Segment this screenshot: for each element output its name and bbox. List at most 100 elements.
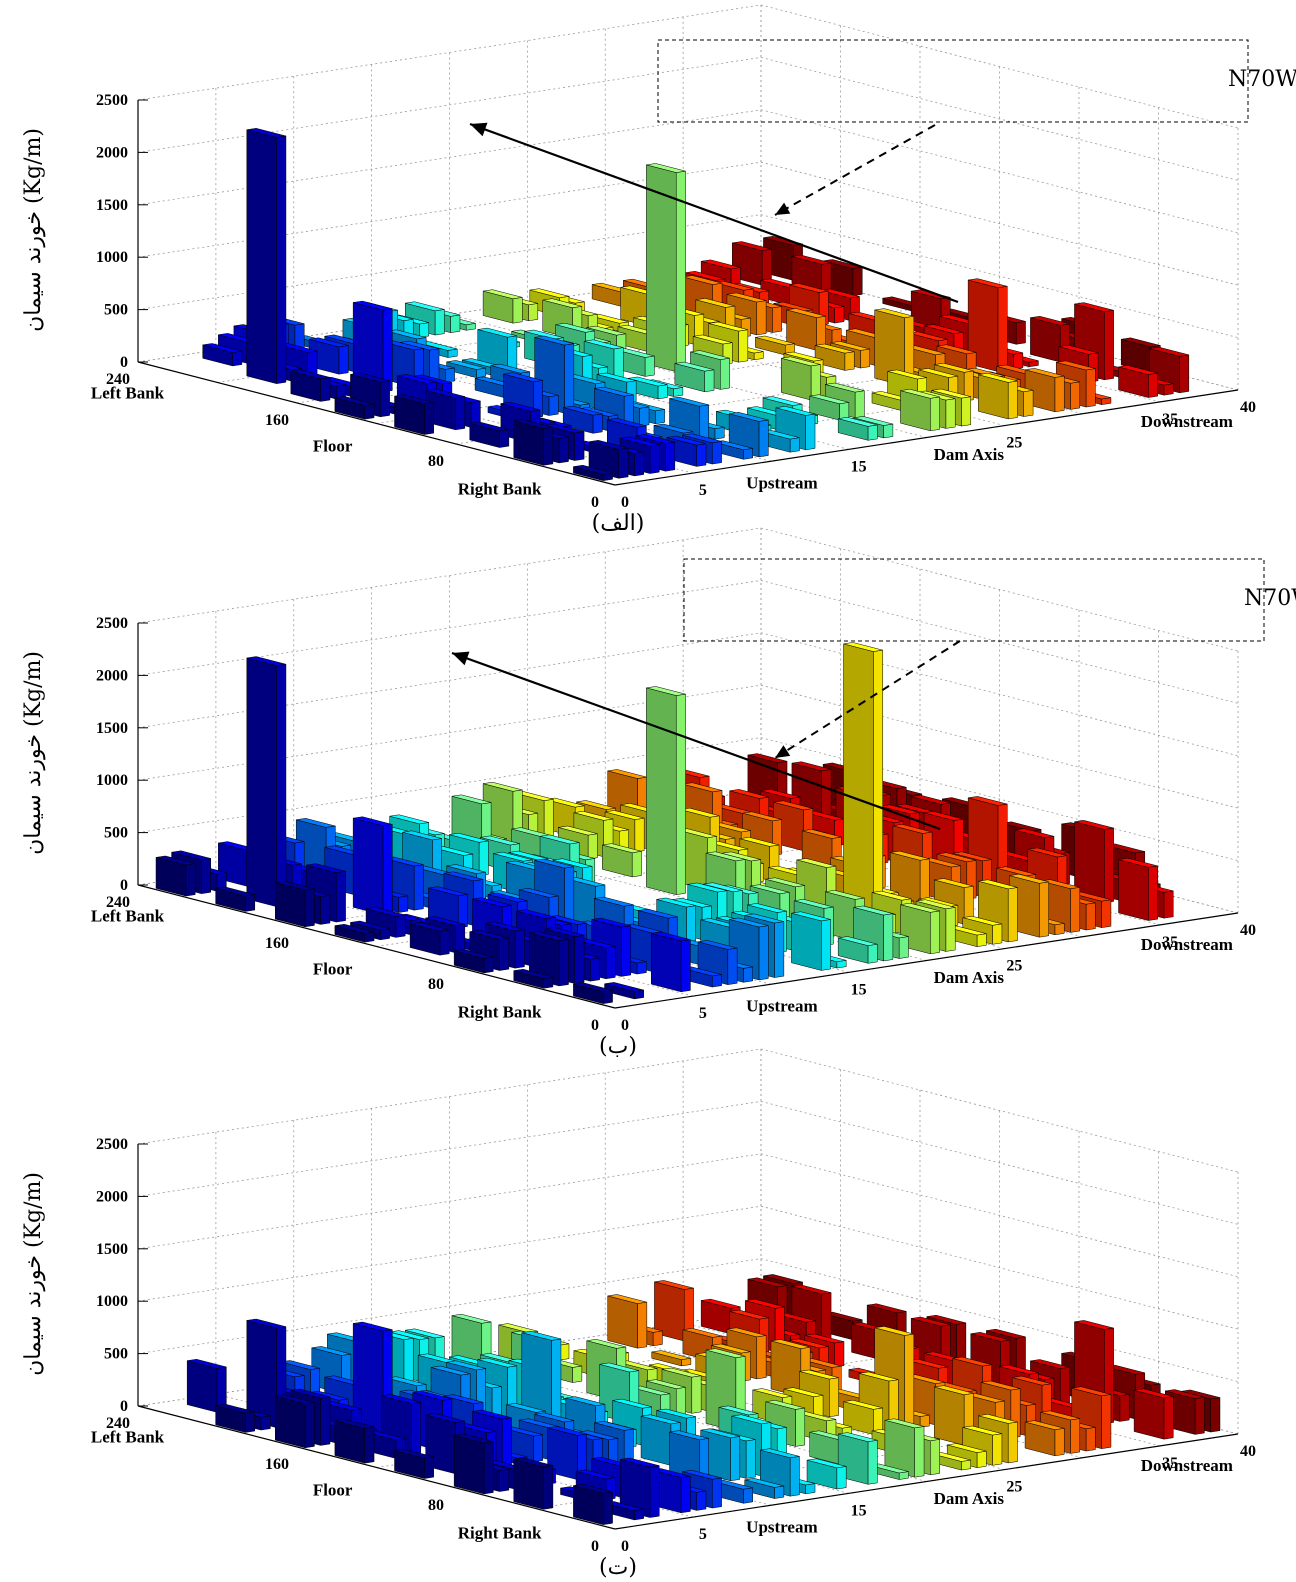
bar-top (921, 857, 961, 868)
bar (852, 266, 863, 297)
bar-top (477, 1357, 517, 1368)
z-tick-label: 2500 (96, 1136, 128, 1153)
bar-top (1030, 315, 1070, 326)
bar (320, 1396, 331, 1446)
bar-top (701, 259, 741, 270)
bar-top (402, 830, 442, 841)
bar-top (451, 794, 492, 805)
bar-top (1030, 1359, 1070, 1369)
annotation-text: افزایش تقریباً پیوسته خورند در راستای(N7… (1228, 62, 1296, 92)
bar-top (384, 856, 424, 867)
grid-line (137, 632, 762, 729)
bars (202, 128, 1190, 482)
bar-top (711, 1343, 751, 1354)
bar-top (682, 966, 722, 977)
bar (439, 929, 450, 956)
bar-top (783, 351, 824, 362)
bar (745, 1439, 756, 1479)
x-tick-label: 5 (699, 1005, 707, 1022)
annotation-box (683, 558, 1265, 642)
bar-top (412, 1390, 452, 1401)
bar-top (1121, 337, 1161, 348)
bar (1101, 1394, 1112, 1449)
bar-top (718, 1405, 759, 1416)
bar (1210, 1397, 1221, 1433)
y-tick-label: 0 (591, 1017, 599, 1034)
grid-line (760, 57, 1239, 181)
bar-top (1118, 857, 1158, 868)
bar (1104, 309, 1114, 381)
bar-top (729, 1309, 769, 1320)
bar-top (747, 1277, 788, 1288)
z-tick-label: 0 (120, 1398, 128, 1415)
bar (533, 1434, 543, 1463)
x-region-label: Dam Axis (934, 968, 1005, 987)
bar-top (604, 982, 644, 992)
grid-line (137, 1153, 762, 1250)
bar-top (690, 350, 730, 360)
x-tick-label: 40 (1240, 399, 1256, 416)
bar-top (469, 930, 509, 940)
z-tick-label: 500 (104, 302, 128, 319)
bar-top (978, 879, 1018, 890)
bar-top (669, 1430, 709, 1440)
bar (320, 894, 331, 925)
x-tick-label: 15 (851, 458, 867, 475)
bar-top (760, 1448, 800, 1459)
bar (592, 413, 603, 434)
x-tick-label: 0 (621, 1017, 629, 1034)
bar (335, 870, 346, 923)
bar-top (830, 341, 870, 351)
bar-top (578, 1430, 618, 1440)
bar (836, 1466, 847, 1490)
bar-top (770, 1339, 811, 1349)
x-tick-label: 15 (851, 1502, 867, 1519)
bar-top (799, 1369, 839, 1380)
trend-arrow (469, 122, 959, 304)
bar-top (594, 386, 634, 397)
bar (398, 895, 409, 913)
x-region-label: Downstream (1141, 935, 1233, 954)
bar (543, 426, 554, 466)
bar (364, 403, 375, 420)
bar (691, 1375, 702, 1414)
bar (1023, 389, 1034, 417)
bar (245, 1411, 256, 1433)
bar-top (804, 810, 845, 821)
bar-top (796, 1411, 837, 1422)
bar (338, 345, 349, 375)
bar-top (970, 1332, 1011, 1342)
bar-top (646, 686, 686, 696)
y-region-label: Right Bank (458, 479, 542, 498)
x-tick-label: 40 (1240, 1443, 1256, 1460)
bar (514, 929, 525, 969)
bar-top (573, 464, 613, 475)
bar-top (915, 899, 956, 910)
bar-top (555, 322, 595, 333)
y-region-label: Left Bank (91, 906, 165, 925)
y-tick-label: 240 (106, 1415, 130, 1432)
bar-top (701, 1298, 741, 1309)
bar (743, 1487, 753, 1504)
x-tick-label: 0 (621, 494, 629, 511)
bar (631, 850, 642, 878)
bar-top (1149, 346, 1189, 357)
y-region-label: Floor (313, 959, 353, 978)
bar-top (999, 1364, 1039, 1375)
bar-top (986, 1328, 1026, 1339)
bar-top (892, 824, 933, 834)
bar (1163, 383, 1174, 396)
bar-top (765, 1400, 805, 1410)
z-tick-label: 0 (120, 877, 128, 894)
bar-top (394, 394, 434, 405)
bar-top (418, 341, 458, 351)
bar (445, 367, 455, 383)
bar-top (334, 1418, 375, 1429)
bar-top (446, 1360, 486, 1371)
bar-top (365, 907, 406, 917)
bar-top (968, 278, 1008, 288)
axes (137, 1144, 1239, 1530)
bar (646, 687, 677, 896)
bar-top (524, 329, 564, 340)
bar (675, 1386, 686, 1416)
